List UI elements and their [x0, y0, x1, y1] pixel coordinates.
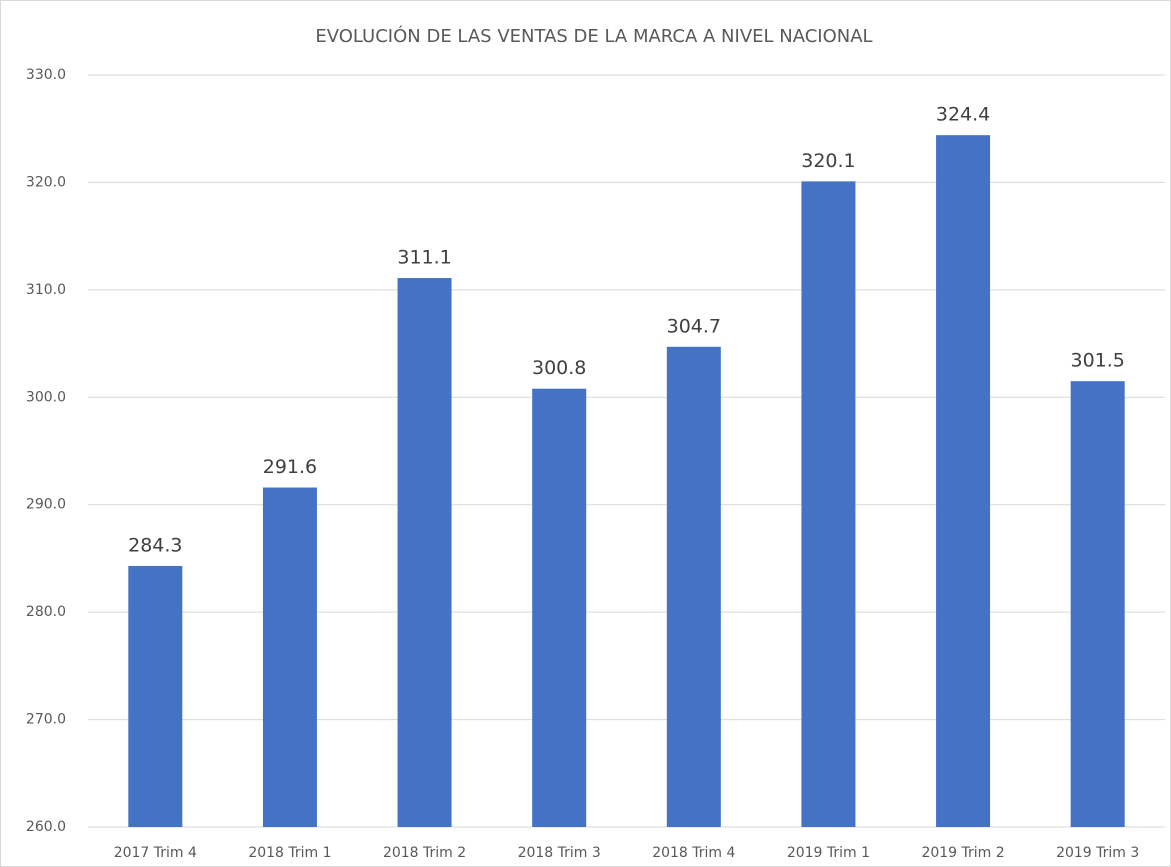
x-tick-label: 2019 Trim 2 — [921, 845, 1004, 861]
y-tick-label: 270.0 — [26, 712, 66, 728]
data-label: 311.1 — [397, 247, 451, 269]
y-tick-label: 260.0 — [26, 819, 66, 835]
x-tick-label: 2017 Trim 4 — [114, 845, 197, 861]
y-tick-label: 330.0 — [26, 67, 66, 83]
y-tick-label: 300.0 — [26, 389, 66, 405]
bar — [936, 135, 991, 827]
x-tick-label: 2018 Trim 3 — [518, 845, 601, 861]
y-tick-label: 320.0 — [26, 174, 66, 190]
x-tick-label: 2018 Trim 1 — [248, 845, 331, 861]
bar — [262, 487, 317, 827]
bar — [397, 278, 452, 827]
data-label: 291.6 — [263, 456, 317, 478]
y-tick-label: 280.0 — [26, 604, 66, 620]
x-tick-label: 2019 Trim 3 — [1056, 845, 1139, 861]
y-tick-label: 290.0 — [26, 497, 66, 513]
data-label: 284.3 — [128, 534, 182, 556]
x-tick-label: 2018 Trim 4 — [652, 845, 735, 861]
chart-title: EVOLUCIÓN DE LAS VENTAS DE LA MARCA A NI… — [315, 25, 872, 47]
x-tick-label: 2019 Trim 1 — [787, 845, 870, 861]
data-label: 324.4 — [936, 104, 990, 126]
bar — [128, 565, 183, 827]
data-label: 300.8 — [532, 357, 586, 379]
data-label: 301.5 — [1070, 350, 1124, 372]
y-tick-label: 310.0 — [26, 282, 66, 298]
x-tick-label: 2018 Trim 2 — [383, 845, 466, 861]
bar — [801, 181, 856, 828]
data-label: 304.7 — [667, 315, 721, 337]
data-label: 320.1 — [801, 150, 855, 172]
bar — [532, 388, 587, 827]
bar — [1070, 381, 1125, 827]
bar — [666, 346, 721, 827]
